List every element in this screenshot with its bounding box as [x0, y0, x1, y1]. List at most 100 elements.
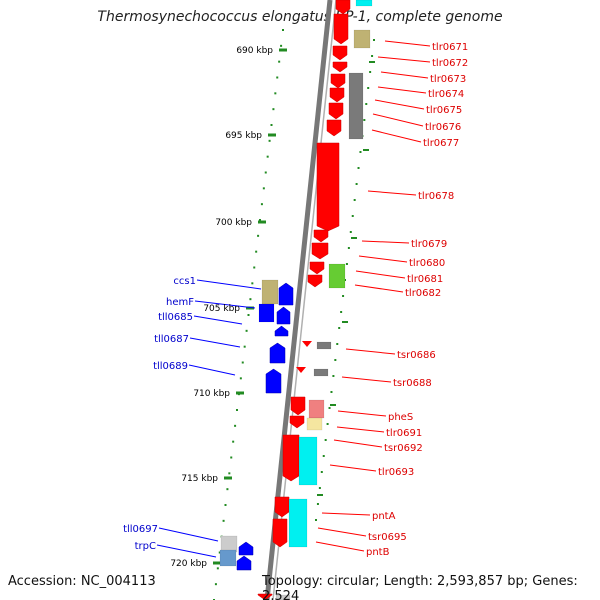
gene-label-tlr0673: tlr0673	[430, 74, 466, 85]
gene-label-tsr0695: tsr0695	[368, 532, 407, 543]
gene-leader-line	[196, 279, 262, 290]
forward-gene-arrow	[328, 102, 344, 120]
scale-dot	[245, 329, 248, 332]
gene-leader-line	[354, 284, 404, 293]
minor-tick	[317, 494, 323, 496]
reverse-gene-arrow	[236, 555, 252, 571]
gene-label-tlr0678: tlr0678	[418, 191, 454, 202]
inner-scale-dot	[357, 167, 360, 169]
scale-tick-label: 720 kbp	[170, 559, 207, 569]
inner-scale-dot	[338, 327, 341, 329]
cds-block-cyan	[298, 436, 318, 486]
gene-leader-line	[188, 364, 236, 376]
forward-gene-arrow	[274, 496, 290, 518]
gene-leader-line	[317, 527, 367, 537]
scale-dot	[259, 219, 261, 221]
major-tick	[246, 306, 254, 310]
gene-label-ccs1: ccs1	[173, 276, 196, 287]
reverse-gene-arrow	[265, 368, 282, 394]
cds-block-lightgray	[275, 594, 291, 600]
inner-scale-dot	[367, 87, 370, 89]
forward-gene-arrow	[316, 142, 340, 232]
gene-leader-line	[315, 541, 365, 552]
gene-label-tlr0672: tlr0672	[432, 58, 468, 69]
gene-label-trpC: trpC	[135, 541, 156, 552]
minor-tick	[330, 404, 336, 406]
scale-dot	[247, 314, 250, 316]
gene-leader-line	[361, 240, 410, 244]
gene-label-tsr0692: tsr0692	[384, 443, 423, 454]
forward-gene-arrow	[311, 242, 329, 260]
scale-dot	[262, 187, 265, 190]
scale-dot	[224, 504, 227, 506]
cds-block-slate	[219, 549, 237, 567]
gene-label-tll0687: tll0687	[154, 334, 189, 345]
cds-block-tan	[261, 279, 279, 305]
gene-label-tlr0674: tlr0674	[428, 89, 464, 100]
scale-dot	[260, 203, 263, 206]
scale-dot	[278, 60, 281, 63]
gene-label-pntA: pntA	[372, 511, 396, 522]
scale-tick-label: 695 kbp	[225, 131, 262, 141]
gene-leader-line	[333, 439, 383, 448]
cds-block-green	[328, 263, 346, 289]
inner-scale-dot	[332, 375, 335, 377]
cds-block-cream	[306, 417, 323, 431]
scale-dot	[241, 361, 244, 364]
cds-block-gray	[348, 72, 364, 140]
cds-block-cyan	[288, 498, 308, 548]
gene-label-tlr0675: tlr0675	[426, 105, 462, 116]
minor-tick	[342, 321, 348, 323]
scale-dot	[236, 409, 238, 411]
scale-dot	[272, 108, 275, 111]
gene-label-tlr0681: tlr0681	[407, 274, 443, 285]
gene-leader-line	[193, 315, 243, 325]
inner-scale-dot	[336, 343, 339, 345]
scale-dot	[230, 456, 233, 459]
reverse-gene-arrow	[269, 342, 286, 364]
inner-scale-dot	[363, 119, 366, 121]
gene-leader-line	[377, 56, 431, 63]
gene-leader-line	[337, 410, 387, 417]
major-tick	[224, 476, 232, 480]
forward-gene-arrow	[332, 61, 348, 73]
gene-label-tll0689: tll0689	[153, 361, 188, 372]
inner-scale-dot	[353, 199, 356, 201]
forward-gene-arrow	[257, 593, 273, 600]
cds-block-gray	[316, 341, 332, 350]
forward-gene-arrow	[330, 73, 346, 89]
scale-dot	[251, 282, 254, 285]
cds-block-lightgray	[220, 535, 238, 553]
forward-gene-arrow	[335, 0, 351, 15]
gene-label-tlr0671: tlr0671	[432, 42, 468, 53]
inner-scale-dot	[342, 295, 345, 297]
gene-leader-line	[367, 190, 417, 196]
gene-leader-line	[384, 40, 431, 47]
scale-dot	[257, 234, 260, 237]
gene-leader-line	[358, 255, 408, 263]
reverse-gene-arrow	[276, 306, 291, 325]
inner-scale-dot	[330, 391, 333, 393]
scale-dot	[268, 139, 271, 142]
scale-tick-label: 700 kbp	[215, 218, 252, 228]
major-tick	[213, 561, 221, 565]
gene-leader-line	[380, 71, 429, 79]
inner-scale-dot	[369, 71, 372, 73]
gene-label-tsr0686: tsr0686	[397, 350, 436, 361]
major-tick	[258, 220, 266, 224]
forward-gene-small	[296, 367, 306, 373]
inner-scale-dot	[345, 263, 348, 265]
major-tick	[236, 391, 244, 395]
minor-tick	[351, 237, 357, 239]
scale-dot	[266, 155, 269, 158]
inner-scale-dot	[351, 215, 354, 217]
scale-dot	[274, 92, 277, 95]
forward-gene-arrow	[326, 119, 342, 137]
reverse-gene-arrow	[278, 282, 294, 306]
scale-dot	[276, 76, 279, 79]
gene-label-tlr0677: tlr0677	[423, 138, 459, 149]
scale-dot	[253, 266, 256, 269]
inner-scale-dot	[373, 39, 375, 41]
